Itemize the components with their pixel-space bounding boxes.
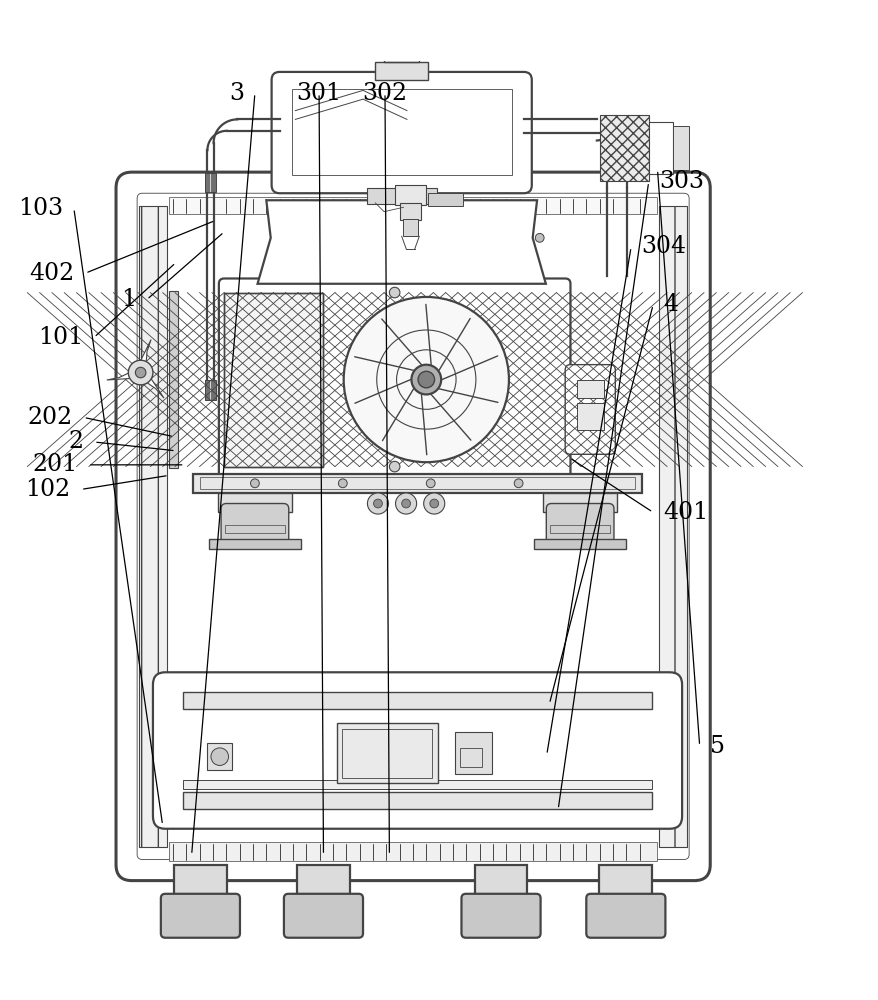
Bar	[474, 865, 527, 898]
Bar	[599, 865, 651, 898]
Circle shape	[373, 499, 382, 508]
Bar	[399, 203, 421, 220]
FancyBboxPatch shape	[116, 172, 709, 881]
Bar	[673, 126, 688, 170]
Circle shape	[429, 499, 438, 508]
Text: 202: 202	[28, 406, 73, 429]
Text: 3: 3	[229, 82, 244, 105]
FancyBboxPatch shape	[546, 504, 614, 547]
Bar	[193, 474, 641, 493]
Polygon shape	[107, 367, 140, 380]
Bar	[403, 219, 417, 236]
Text: 101: 101	[39, 326, 83, 349]
Bar	[205, 173, 216, 192]
Bar	[384, 50, 419, 62]
Bar	[205, 380, 216, 400]
Bar	[224, 293, 322, 467]
Bar	[207, 743, 232, 770]
Bar	[139, 206, 167, 847]
FancyBboxPatch shape	[461, 894, 540, 938]
Bar	[658, 206, 687, 847]
Text: 301: 301	[296, 82, 342, 105]
Bar	[169, 197, 657, 214]
Circle shape	[389, 461, 399, 472]
Circle shape	[395, 493, 416, 514]
FancyBboxPatch shape	[284, 894, 363, 938]
Circle shape	[338, 479, 347, 488]
Text: 4: 4	[663, 293, 678, 316]
Circle shape	[426, 479, 435, 488]
Bar	[208, 539, 300, 549]
Text: 303: 303	[658, 170, 703, 193]
Text: 201: 201	[32, 453, 77, 476]
Bar	[455, 732, 492, 774]
Bar	[139, 206, 167, 847]
Bar	[200, 477, 634, 489]
Text: 5: 5	[709, 735, 724, 758]
Text: 102: 102	[25, 478, 70, 501]
Bar	[297, 865, 349, 898]
Text: 304: 304	[641, 235, 686, 258]
Circle shape	[514, 479, 522, 488]
Text: 402: 402	[30, 262, 75, 285]
Text: 1: 1	[121, 288, 136, 311]
Bar	[543, 493, 616, 512]
FancyBboxPatch shape	[271, 72, 531, 193]
Circle shape	[135, 367, 146, 378]
Bar	[336, 723, 437, 783]
Circle shape	[367, 493, 388, 514]
Bar	[174, 865, 227, 898]
Polygon shape	[136, 370, 164, 398]
Bar	[224, 293, 322, 467]
Bar	[342, 729, 432, 778]
Bar	[658, 206, 687, 847]
FancyBboxPatch shape	[153, 672, 681, 829]
Circle shape	[423, 493, 444, 514]
Bar	[169, 291, 177, 468]
Circle shape	[411, 365, 441, 394]
Circle shape	[250, 479, 259, 488]
Circle shape	[389, 287, 399, 298]
Bar	[648, 122, 673, 174]
FancyBboxPatch shape	[161, 894, 240, 938]
Bar	[375, 62, 428, 80]
Text: 302: 302	[362, 82, 407, 105]
Text: 2: 2	[68, 430, 83, 453]
Circle shape	[401, 499, 410, 508]
Bar	[459, 748, 481, 767]
Bar	[394, 185, 426, 205]
Bar	[534, 539, 625, 549]
Bar	[183, 780, 651, 789]
Bar	[183, 792, 651, 809]
Bar	[550, 525, 610, 533]
Bar	[600, 115, 648, 181]
Circle shape	[128, 360, 153, 385]
Polygon shape	[257, 200, 545, 284]
Bar	[169, 842, 657, 861]
Circle shape	[418, 371, 434, 388]
Bar	[291, 89, 511, 175]
Circle shape	[211, 748, 228, 765]
Bar	[428, 193, 463, 206]
Bar	[391, 39, 412, 50]
Bar	[183, 692, 651, 709]
Text: 103: 103	[18, 197, 63, 220]
Bar	[224, 525, 284, 533]
FancyBboxPatch shape	[219, 278, 570, 481]
FancyBboxPatch shape	[220, 504, 288, 547]
Bar	[366, 188, 436, 204]
Circle shape	[343, 297, 508, 462]
Polygon shape	[136, 340, 151, 375]
Bar	[576, 403, 603, 430]
Bar	[576, 380, 603, 398]
Text: 401: 401	[663, 501, 708, 524]
FancyBboxPatch shape	[565, 365, 615, 454]
FancyBboxPatch shape	[586, 894, 665, 938]
Bar	[217, 493, 291, 512]
Circle shape	[535, 233, 543, 242]
